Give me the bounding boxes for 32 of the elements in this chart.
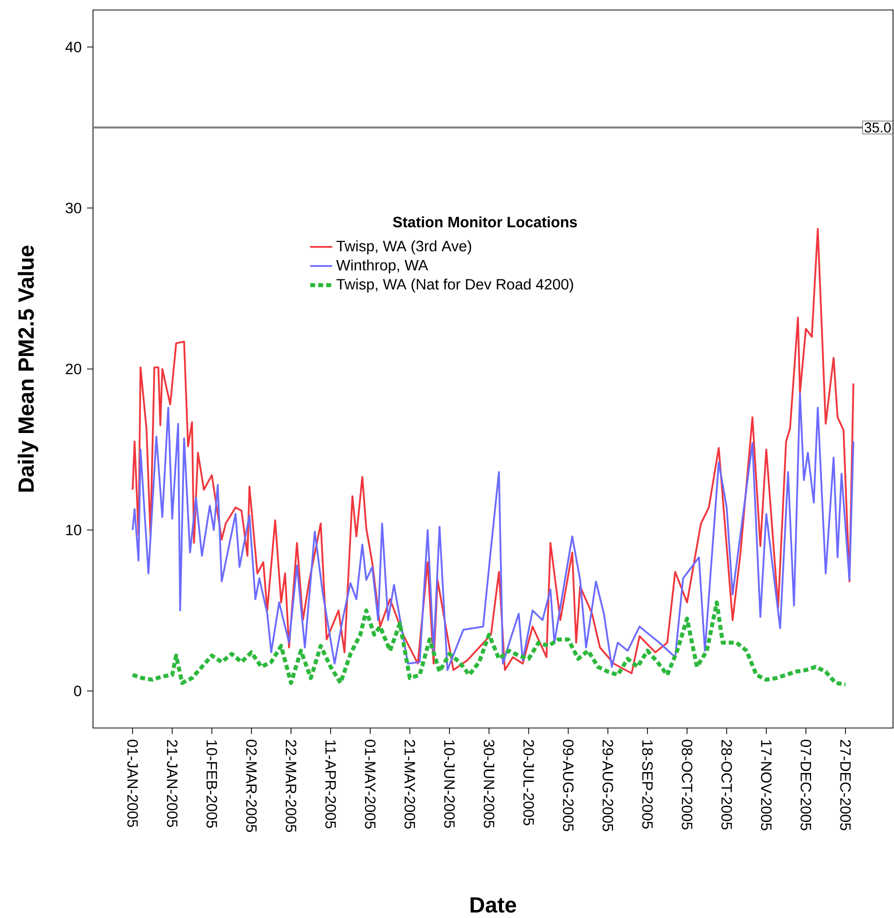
- legend-label: Twisp, WA (3rd Ave): [336, 240, 472, 254]
- y-tick-label: 0: [74, 686, 82, 696]
- x-tick-label: 10-JUN-2005: [444, 740, 455, 828]
- x-tick-label: 30-JUN-2005: [484, 740, 494, 828]
- x-tick-label: 18-SEP-2005: [642, 740, 653, 829]
- x-tick-label: 22-MAR-2005: [286, 740, 296, 832]
- x-axis-title: Date: [470, 897, 516, 913]
- legend-label: Twisp, WA (Nat for Dev Road 4200): [336, 278, 574, 293]
- x-tick-label: 09-AUG-2005: [562, 740, 574, 832]
- x-tick-label: 02-MAR-2005: [246, 740, 257, 832]
- line-series: [132, 228, 854, 674]
- legend-title: Station Monitor Locations: [392, 216, 577, 228]
- x-tick-label: 29-AUG-2005: [602, 740, 614, 832]
- x-tick-label: 27-DEC-2005: [840, 740, 851, 830]
- x-tick-label: 01-MAY-2005: [364, 740, 376, 829]
- x-tick-label: 17-NOV-2005: [760, 740, 772, 830]
- y-axis-title: Daily Mean PM2.5 Value: [18, 246, 38, 492]
- x-tick-label: 28-OCT-2005: [721, 740, 732, 830]
- x-tick-label: 20-JUL-2005: [523, 740, 534, 826]
- x-tick-label: 11-APR-2005: [325, 740, 336, 828]
- x-tick-label: 10-FEB-2005: [206, 740, 218, 828]
- x-tick-label: 21-MAY-2005: [404, 740, 416, 829]
- legend-label: Winthrop, WA: [336, 259, 428, 274]
- x-tick-label: 01-JAN-2005: [127, 740, 138, 827]
- y-tick-label: 10: [66, 524, 82, 536]
- x-tick-label: 07-DEC-2005: [800, 740, 812, 830]
- y-tick-label: 40: [65, 42, 82, 52]
- x-tick-label: 21-JAN-2005: [166, 740, 178, 827]
- x-tick-label: 08-OCT-2005: [682, 740, 692, 830]
- y-tick-label: 30: [66, 202, 82, 214]
- y-tick-label: 20: [66, 364, 82, 374]
- ref-line-label: 35.0: [864, 122, 891, 132]
